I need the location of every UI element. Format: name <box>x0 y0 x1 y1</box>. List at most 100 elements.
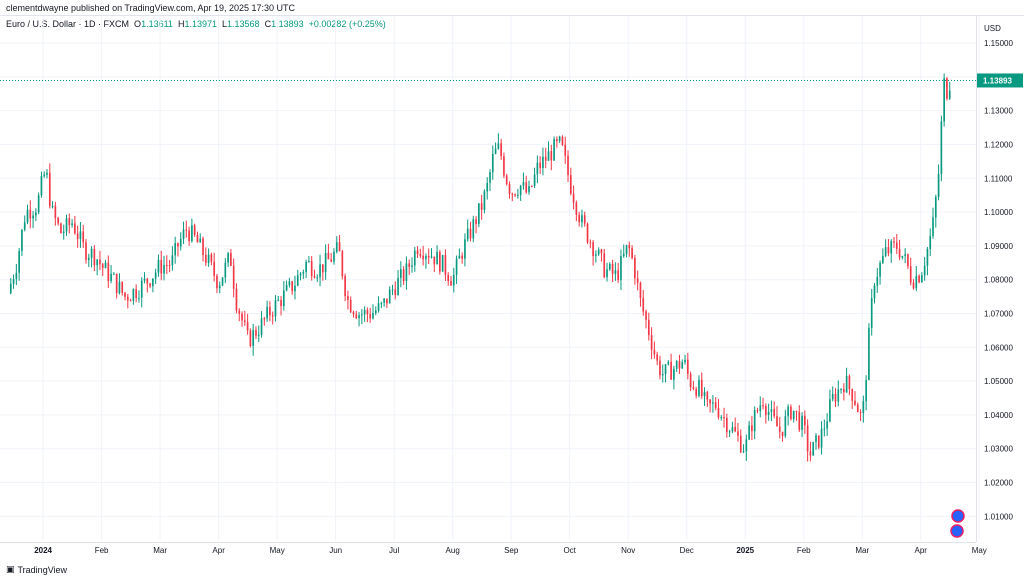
candle-body <box>801 415 803 430</box>
candle-body <box>734 427 737 432</box>
low-value: 1.13568 <box>227 19 260 29</box>
candle-body <box>40 176 43 196</box>
candle-body <box>48 172 51 207</box>
candle-body <box>266 306 268 319</box>
candle-body <box>675 361 678 369</box>
candle-body <box>500 143 502 157</box>
candle-body <box>940 121 943 175</box>
candle-body <box>313 275 316 278</box>
candle-body <box>739 435 742 452</box>
candle-body <box>444 255 447 275</box>
candle-body <box>327 252 330 260</box>
candle-body <box>581 215 583 223</box>
candle-body <box>238 310 241 314</box>
open-value: 1.13611 <box>141 19 173 29</box>
y-tick-label: 1.06000 <box>984 343 1013 352</box>
y-tick-label: 1.10000 <box>984 208 1013 217</box>
candle-body <box>104 262 107 269</box>
candle-body <box>667 361 670 365</box>
candle-body <box>65 218 68 232</box>
candle-body <box>107 262 110 281</box>
footer-brand: ▣ TradingView <box>6 564 67 575</box>
candle-body <box>514 194 516 196</box>
candle-body <box>210 254 213 262</box>
candle-body <box>934 196 937 218</box>
candle-body <box>751 425 753 432</box>
candle-body <box>455 258 458 275</box>
x-tick-label: Apr <box>915 546 928 555</box>
candle-body <box>530 186 533 188</box>
currency-label[interactable]: USD <box>984 24 1001 33</box>
candle-body <box>561 136 564 145</box>
candle-body <box>865 380 867 402</box>
candle-body <box>163 265 165 274</box>
candle-body <box>43 174 46 177</box>
candle-body <box>634 257 636 279</box>
candle-body <box>608 263 611 270</box>
candle-body <box>650 335 653 350</box>
candle-body <box>333 251 335 262</box>
candle-body <box>918 275 920 283</box>
candle-body <box>252 329 255 347</box>
candle-body <box>578 214 580 223</box>
candle-body <box>188 230 190 242</box>
candle-body <box>795 410 798 412</box>
candle-body <box>160 259 163 274</box>
candle-body <box>291 281 294 292</box>
candle-body <box>361 314 363 316</box>
candle-body <box>152 278 154 287</box>
candle-body <box>461 255 463 259</box>
candle-body <box>305 261 307 272</box>
candle-body <box>528 186 530 193</box>
candle-body <box>572 193 575 203</box>
y-tick-label: 1.09000 <box>984 242 1013 251</box>
candle-body <box>553 139 555 161</box>
candle-body <box>271 315 274 317</box>
candle-body <box>569 175 572 194</box>
candle-body <box>815 435 817 443</box>
candle-body <box>737 431 739 436</box>
candle-body <box>355 314 358 319</box>
candle-body <box>714 402 717 408</box>
candle-body <box>235 288 238 311</box>
candle-body <box>260 318 263 335</box>
close-label: C <box>264 19 272 29</box>
candle-body <box>263 318 266 320</box>
candle-body <box>363 310 366 315</box>
candle-body <box>246 322 249 331</box>
open-label: O <box>134 19 142 29</box>
candle-body <box>907 254 909 267</box>
candle-body <box>478 203 480 224</box>
x-tick-label: Sep <box>504 546 519 555</box>
chart-pane[interactable] <box>0 15 976 543</box>
publisher-line: clementdwayne published on TradingView.c… <box>6 3 296 13</box>
candle-body <box>480 203 483 210</box>
x-tick-label: Dec <box>680 546 694 555</box>
candle-body <box>614 270 617 274</box>
candle-body <box>121 281 124 293</box>
candle-body <box>18 250 20 273</box>
candle-body <box>636 278 639 283</box>
candle-body <box>277 299 280 301</box>
candle-body <box>310 260 313 276</box>
candle-body <box>706 392 709 400</box>
x-tick-label: May <box>972 546 987 555</box>
candle-body <box>909 266 912 283</box>
candle-body <box>299 273 302 276</box>
y-tick-label: 1.13000 <box>984 107 1013 116</box>
candle-body <box>185 229 188 231</box>
candle-body <box>948 90 951 99</box>
footer-brand-label: TradingView <box>17 564 68 575</box>
low-label: L <box>222 19 228 29</box>
candle-body <box>146 278 149 284</box>
candle-body <box>826 421 828 429</box>
candle-body <box>812 442 815 456</box>
candle-body <box>374 310 377 314</box>
candle-body <box>728 431 731 433</box>
candle-body <box>436 251 438 265</box>
candle-body <box>171 255 174 266</box>
price-axis[interactable] <box>976 15 1024 542</box>
candle-body <box>216 275 218 289</box>
candle-body <box>74 223 76 234</box>
